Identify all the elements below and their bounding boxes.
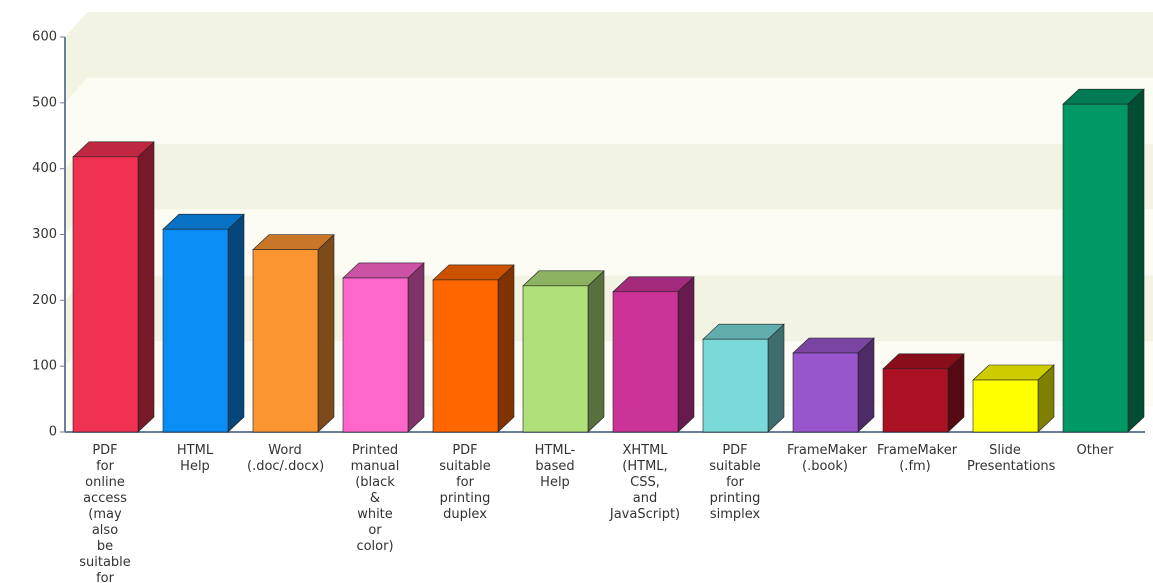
bar	[522, 285, 589, 433]
grid-band	[65, 275, 1153, 367]
bar	[1062, 103, 1129, 433]
y-tick-label: 300	[32, 227, 57, 242]
y-tick-label: 500	[32, 95, 57, 110]
bar	[72, 156, 139, 433]
grid-band	[65, 12, 1153, 103]
x-tick-label: HTML Help	[176, 443, 214, 474]
bar	[252, 249, 319, 433]
bar	[702, 338, 769, 433]
y-tick-label: 0	[49, 425, 57, 440]
x-tick-label: HTML-based Help	[534, 443, 576, 490]
grid-band	[65, 209, 1153, 301]
x-tick-label: FrameMaker (.fm)	[877, 443, 958, 474]
bar	[342, 277, 409, 433]
bar-side	[1127, 88, 1145, 433]
bar-side	[137, 141, 155, 433]
y-tick-label: 100	[32, 359, 57, 374]
bar	[612, 291, 679, 433]
x-tick-label: PDF for online access (may also be suita…	[79, 443, 131, 583]
bar-side	[497, 264, 515, 433]
grid-band	[65, 143, 1153, 235]
bar	[432, 279, 499, 433]
y-tick-label: 600	[32, 30, 57, 45]
x-tick-label: Other	[1076, 443, 1114, 458]
bar-side	[317, 233, 335, 433]
grid-band	[65, 341, 1153, 432]
x-tick-label: Word (.doc/.docx)	[247, 443, 325, 474]
y-tick-label: 200	[32, 293, 57, 308]
bar-side	[857, 337, 875, 433]
y-tick-label: 400	[32, 161, 57, 176]
bar-side	[407, 262, 425, 433]
x-tick-label: FrameMaker (.book)	[787, 443, 868, 474]
x-tick-label: PDF suitable for printing simplex	[709, 443, 761, 522]
x-tick-label: XHTML (HTML, CSS, and JavaScript)	[609, 443, 681, 522]
bar	[972, 379, 1039, 433]
grid-band	[65, 77, 1153, 169]
bar	[162, 228, 229, 433]
bar	[882, 368, 949, 433]
x-tick-label: PDF suitable for printing duplex	[439, 443, 491, 522]
bar-side	[677, 276, 695, 433]
bar-side	[227, 213, 245, 433]
bar-side	[767, 323, 785, 433]
x-tick-label: Slide Presentations	[967, 443, 1056, 474]
x-tick-label: Printed manual (black & white or color)	[350, 443, 400, 554]
bar	[792, 352, 859, 433]
bar-side	[587, 270, 605, 433]
